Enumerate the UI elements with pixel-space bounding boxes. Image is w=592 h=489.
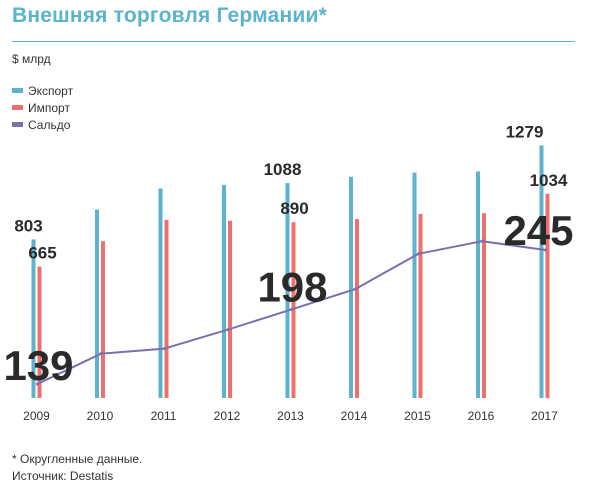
x-tick-2013: 2013 bbox=[277, 409, 304, 423]
balance-point-2009 bbox=[36, 382, 39, 386]
data-label-import-2013: 890 bbox=[280, 199, 308, 218]
balance-point-2011 bbox=[163, 347, 166, 351]
export-bar-2013 bbox=[285, 183, 290, 398]
unit-label: $ млрд bbox=[12, 52, 51, 66]
source-note: Источник: Destatis bbox=[12, 469, 114, 483]
export-bar-2010 bbox=[95, 209, 99, 398]
import-bar-2016 bbox=[482, 213, 486, 398]
data-label-balance-2017: 245 bbox=[503, 207, 573, 254]
balance-point-2010 bbox=[99, 352, 103, 356]
legend-swatch-balance bbox=[12, 122, 23, 127]
import-bar-2010 bbox=[101, 241, 105, 398]
data-label-export-2013: 1088 bbox=[264, 160, 302, 179]
balance-point-2012 bbox=[226, 328, 230, 332]
legend-label-export: Экспорт bbox=[28, 83, 74, 98]
export-bar-2017 bbox=[539, 145, 544, 398]
export-bar-2014 bbox=[349, 176, 353, 398]
export-bar-2009 bbox=[31, 239, 36, 398]
balance-point-2015 bbox=[417, 252, 420, 256]
legend-item-balance: Сальдо bbox=[12, 116, 73, 133]
export-bar-2016 bbox=[476, 171, 480, 398]
data-label-import-2009: 665 bbox=[28, 244, 56, 263]
export-bar-2015 bbox=[412, 172, 417, 398]
legend-item-export: Экспорт bbox=[12, 82, 73, 99]
legend-swatch-export bbox=[12, 88, 23, 93]
legend-label-balance: Сальдо bbox=[28, 117, 71, 132]
import-bar-2011 bbox=[164, 219, 169, 398]
balance-point-2016 bbox=[480, 239, 484, 243]
legend-swatch-import bbox=[12, 105, 23, 110]
title-divider bbox=[12, 41, 575, 42]
data-label-balance-2009: 139 bbox=[3, 342, 73, 389]
x-tick-2009: 2009 bbox=[23, 409, 50, 423]
data-label-export-2009: 803 bbox=[14, 216, 42, 235]
x-tick-2012: 2012 bbox=[214, 409, 241, 423]
export-bar-2011 bbox=[158, 188, 163, 398]
data-label-export-2017: 1279 bbox=[506, 122, 544, 141]
import-bar-2013 bbox=[291, 222, 296, 398]
data-label-balance-2013: 198 bbox=[257, 263, 327, 310]
x-tick-2017: 2017 bbox=[531, 409, 558, 423]
footnote: * Округленные данные. bbox=[12, 452, 143, 466]
import-bar-2015 bbox=[418, 213, 423, 398]
legend-label-import: Импорт bbox=[28, 100, 70, 115]
x-tick-2015: 2015 bbox=[404, 409, 431, 423]
x-tick-2010: 2010 bbox=[87, 409, 114, 423]
legend-item-import: Импорт bbox=[12, 99, 73, 116]
chart-plot: 2009 2010 2011 2012 2013 2014 2015 2016 2017 803 6… bbox=[3, 122, 573, 423]
export-bar-2012 bbox=[222, 184, 226, 398]
x-tick-2014: 2014 bbox=[341, 409, 368, 423]
import-bar-2017 bbox=[545, 193, 550, 398]
balance-point-2013 bbox=[290, 307, 293, 311]
balance-point-2017 bbox=[544, 248, 547, 252]
balance-point-2014 bbox=[353, 287, 357, 291]
x-tick-2016: 2016 bbox=[468, 409, 495, 423]
chart-title: Внешняя торговля Германии* bbox=[12, 4, 327, 27]
data-label-import-2017: 1034 bbox=[530, 171, 568, 190]
import-bar-2012 bbox=[228, 220, 232, 398]
legend: Экспорт Импорт Сальдо bbox=[12, 82, 73, 133]
x-tick-2011: 2011 bbox=[151, 409, 177, 423]
import-bar-2009 bbox=[37, 266, 42, 398]
footer: * Округленные данные. Источник: Destatis bbox=[12, 451, 142, 485]
import-bar-2014 bbox=[355, 219, 359, 398]
